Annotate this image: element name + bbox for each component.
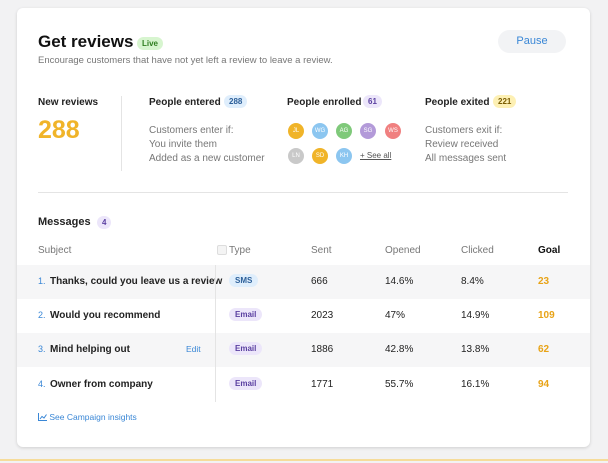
- type-pill: Email: [229, 377, 263, 390]
- row-index: 4.: [38, 379, 46, 389]
- status-badge: Live: [137, 37, 164, 50]
- avatar: AG: [336, 123, 352, 139]
- rule-text: All messages sent: [425, 153, 507, 164]
- title: Get reviews: [38, 32, 134, 51]
- goal: 62: [538, 344, 550, 355]
- row-background: [17, 265, 590, 299]
- edit-link[interactable]: Edit: [186, 344, 201, 354]
- row-index: 1.: [38, 276, 46, 286]
- goal: 94: [538, 379, 550, 390]
- campaign-card: Get reviews Live Encourage customers tha…: [17, 8, 590, 447]
- column-divider: [215, 265, 216, 402]
- type-pill: Email: [229, 342, 263, 355]
- count-badge: 288: [224, 95, 248, 108]
- clicked: 13.8%: [461, 344, 490, 355]
- clicked: 8.4%: [461, 276, 484, 287]
- clicked: 14.9%: [461, 310, 490, 321]
- sent: 2023: [311, 310, 334, 321]
- avatar: JL: [288, 123, 304, 139]
- column-header: Goal: [538, 245, 561, 256]
- rule-text: Added as a new customer: [149, 153, 265, 164]
- count-badge: 61: [363, 95, 382, 108]
- bottom-rule: [0, 459, 608, 461]
- type-pill: Email: [229, 308, 263, 321]
- stat-label: People enrolled: [287, 97, 362, 108]
- subject: Would you recommend: [50, 310, 161, 321]
- avatar: KH: [336, 148, 352, 164]
- stat-label: People exited: [425, 97, 490, 108]
- sent: 1771: [311, 379, 334, 390]
- stat-label: People entered: [149, 97, 221, 108]
- avatar: LN: [288, 148, 304, 164]
- column-header: Sent: [311, 245, 332, 256]
- chart-icon: [38, 413, 47, 421]
- divider: [121, 96, 122, 171]
- stat-value: 288: [38, 116, 80, 144]
- column-header: Type: [229, 245, 251, 256]
- opened: 14.6%: [385, 276, 414, 287]
- subtitle: Encourage customers that have not yet le…: [38, 55, 333, 66]
- row-index: 2.: [38, 310, 46, 320]
- see-all-link[interactable]: + See all: [360, 151, 392, 160]
- sent: 1886: [311, 344, 334, 355]
- opened: 42.8%: [385, 344, 414, 355]
- section-title: Messages: [38, 216, 91, 228]
- checkbox: [217, 245, 227, 255]
- type-pill: SMS: [229, 274, 259, 287]
- rule-text: Customers exit if:: [425, 125, 503, 136]
- subject: Owner from company: [50, 379, 153, 390]
- column-header: Subject: [38, 245, 72, 256]
- opened: 55.7%: [385, 379, 414, 390]
- stat-label: New reviews: [38, 97, 99, 108]
- subject: Mind helping out: [50, 344, 130, 355]
- subject: Thanks, could you leave us a review: [50, 276, 223, 287]
- sent: 666: [311, 276, 328, 287]
- goal: 109: [538, 310, 555, 321]
- avatar: WS: [385, 123, 401, 139]
- insights-link[interactable]: See Campaign insights: [38, 412, 137, 422]
- clicked: 16.1%: [461, 379, 490, 390]
- avatar: SD: [312, 148, 328, 164]
- avatar: SG: [360, 123, 376, 139]
- column-header: Opened: [385, 245, 421, 256]
- row-background: [17, 333, 590, 367]
- count-badge: 221: [493, 95, 517, 108]
- divider: [38, 192, 568, 193]
- column-header: Clicked: [461, 245, 494, 256]
- rule-text: Customers enter if:: [149, 125, 234, 136]
- rule-text: Review received: [425, 139, 499, 150]
- goal: 23: [538, 276, 550, 287]
- row-index: 3.: [38, 344, 46, 354]
- insights-text: See Campaign insights: [49, 412, 137, 422]
- pause-button[interactable]: Pause: [498, 30, 566, 53]
- opened: 47%: [385, 310, 406, 321]
- avatar: WG: [312, 123, 328, 139]
- rule-text: You invite them: [149, 139, 218, 150]
- count-badge: 4: [97, 216, 112, 229]
